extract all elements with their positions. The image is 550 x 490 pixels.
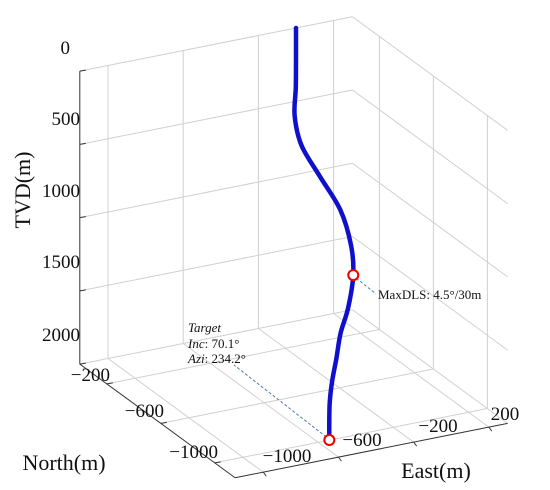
grid-floor-north-1 bbox=[160, 368, 434, 424]
grid-floor-east-2 bbox=[258, 328, 414, 443]
target-inc-label: Inc bbox=[187, 336, 205, 351]
grid-floor-north-0 bbox=[106, 329, 380, 385]
maxdls-marker bbox=[347, 269, 360, 282]
trajectory-line bbox=[292, 25, 356, 443]
grid-back-tvd-1 bbox=[79, 89, 353, 145]
north-tickmark-0 bbox=[106, 382, 113, 385]
tvd-tickmark-0 bbox=[79, 69, 86, 72]
target-leader bbox=[233, 364, 327, 438]
grid-back-tvd-4 bbox=[79, 309, 353, 365]
maxdls-leader bbox=[355, 277, 377, 295]
grid-floor-east-1 bbox=[182, 343, 339, 458]
grid-side-tvd-1 bbox=[352, 89, 508, 205]
grid-floor-north-2 bbox=[214, 408, 488, 464]
tvd-tick-2000: 2000 bbox=[42, 325, 80, 346]
target-azi-value: : 234.2° bbox=[205, 351, 246, 366]
grid-layer bbox=[79, 16, 508, 473]
target-marker bbox=[323, 434, 336, 447]
tvd-tickmark-1 bbox=[79, 142, 86, 145]
maxdls-label: MaxDLS: 4.5°/30m bbox=[378, 287, 481, 302]
east-axis-label: East(m) bbox=[401, 458, 471, 483]
tvd-tick-0: 0 bbox=[61, 38, 71, 59]
north-axis-label: North(m) bbox=[22, 450, 105, 475]
east-tickmark-1 bbox=[338, 456, 342, 462]
east-tickmark-2 bbox=[413, 441, 418, 447]
grid-back-tvd-2 bbox=[79, 162, 353, 219]
trajectory-layer bbox=[233, 25, 377, 447]
grid-side-tvd-0 bbox=[352, 16, 508, 131]
east-tickmark-0 bbox=[262, 471, 267, 477]
east-tick-1000: −1000 bbox=[263, 446, 312, 467]
north-tick-1000: −1000 bbox=[169, 442, 218, 463]
target-inc-value: : 70.1° bbox=[205, 336, 240, 351]
axes-frame bbox=[79, 69, 508, 479]
grid-back-tvd-3 bbox=[79, 236, 353, 292]
tvd-tickmark-4 bbox=[79, 362, 86, 365]
tick-labels: 0 500 1000 1500 2000 −200 −600 −1000 −10… bbox=[42, 38, 519, 467]
east-axis-line bbox=[234, 422, 508, 479]
north-tick-600: −600 bbox=[125, 401, 164, 422]
north-axis-line bbox=[79, 363, 236, 479]
grid-back-tvd-0 bbox=[79, 16, 353, 72]
north-tickmark-1 bbox=[160, 421, 167, 424]
tvd-tick-500: 500 bbox=[52, 109, 81, 130]
north-tick-200: −200 bbox=[71, 365, 110, 386]
grid-side-tvd-4 bbox=[352, 309, 508, 424]
grid-floor-east-0 bbox=[107, 358, 264, 473]
tvd-tickmark-3 bbox=[79, 289, 86, 292]
grid-side-tvd-3 bbox=[352, 236, 508, 351]
tvd-tick-1500: 1500 bbox=[42, 252, 80, 273]
grid-side-tvd-2 bbox=[352, 162, 508, 278]
target-azi-label: Azi bbox=[187, 351, 205, 366]
east-tick-p200: 200 bbox=[491, 404, 520, 425]
annotations: MaxDLS: 4.5°/30m Target Inc: 70.1° Azi: … bbox=[187, 287, 481, 366]
target-title: Target bbox=[188, 320, 221, 335]
target-azi: Azi: 234.2° bbox=[187, 351, 246, 366]
north-tickmark-2 bbox=[214, 461, 221, 464]
tvd-tick-1000: 1000 bbox=[42, 181, 80, 202]
tvd-axis-label: TVD(m) bbox=[10, 152, 35, 229]
east-tick-600: −600 bbox=[342, 430, 381, 451]
east-tick-200: −200 bbox=[418, 416, 457, 437]
grid-floor-east-3 bbox=[333, 313, 490, 428]
tvd-tickmark-2 bbox=[79, 216, 86, 219]
east-tickmark-3 bbox=[488, 426, 493, 432]
target-inc: Inc: 70.1° bbox=[187, 336, 239, 351]
